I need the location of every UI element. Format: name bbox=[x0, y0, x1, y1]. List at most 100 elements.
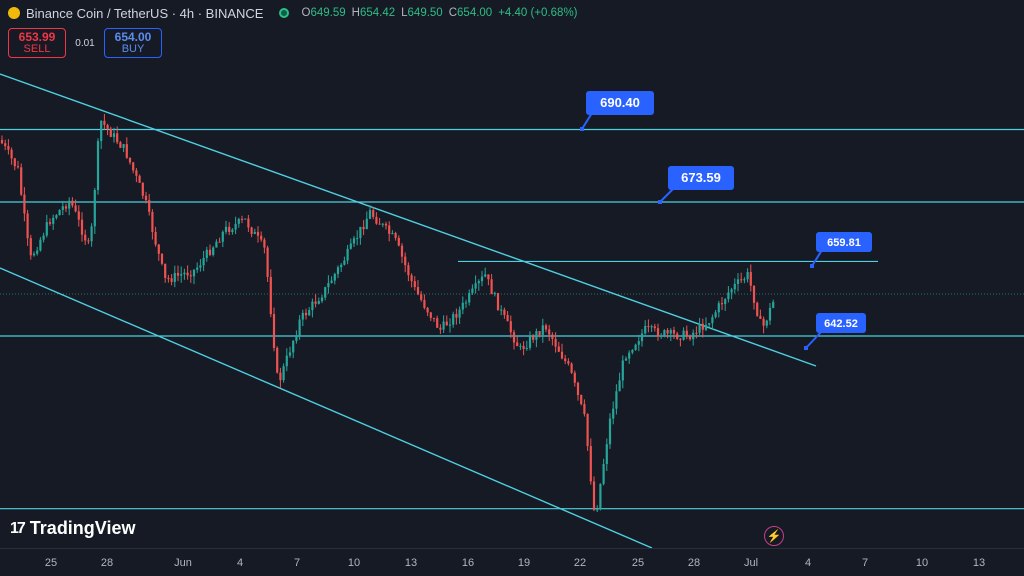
candle-body bbox=[656, 328, 660, 337]
candle-body bbox=[170, 278, 173, 282]
ohlc-open-key: O bbox=[301, 7, 311, 19]
ohlc-open-value: 649.59 bbox=[310, 7, 346, 19]
channel-lower-trendline bbox=[0, 267, 653, 549]
candle-body bbox=[525, 347, 528, 349]
candle-body bbox=[250, 227, 253, 234]
annotation-659-anchor bbox=[810, 264, 814, 268]
candle-body bbox=[106, 124, 109, 129]
candle-body bbox=[768, 307, 772, 321]
candle-body bbox=[605, 444, 608, 465]
candle-body bbox=[244, 218, 247, 220]
candle-body bbox=[512, 332, 516, 343]
annotation-659-box bbox=[816, 232, 872, 252]
annotation-690-label: 690.40 bbox=[600, 95, 640, 110]
candle-body bbox=[596, 509, 599, 511]
candle-body bbox=[692, 332, 695, 340]
ohlc-low-key: L bbox=[401, 7, 408, 19]
candle-body bbox=[186, 272, 189, 276]
candle-body bbox=[372, 210, 375, 217]
candle-body bbox=[199, 265, 202, 268]
time-axis-label: 10 bbox=[347, 557, 361, 569]
candle-body bbox=[567, 361, 570, 364]
candle-body bbox=[327, 283, 330, 288]
candle-body bbox=[682, 330, 685, 340]
candle-body bbox=[647, 325, 650, 328]
candle-body bbox=[7, 146, 10, 150]
candle-body bbox=[736, 279, 740, 284]
candle-body bbox=[621, 360, 624, 381]
candle-body bbox=[237, 218, 240, 224]
candle-body bbox=[752, 285, 756, 303]
candle-body bbox=[58, 209, 61, 216]
ohlc-low-value: 649.50 bbox=[407, 7, 443, 19]
tradingview-logo-mark: 17 bbox=[10, 519, 26, 537]
candle-body bbox=[282, 366, 285, 381]
candle-body bbox=[756, 302, 759, 316]
candle-body bbox=[522, 345, 525, 349]
candle-body bbox=[666, 330, 669, 334]
candle-body bbox=[391, 232, 394, 234]
candle-body bbox=[436, 318, 439, 328]
time-axis-label: 4 bbox=[804, 557, 812, 569]
candle-body bbox=[160, 253, 164, 264]
candle-body bbox=[429, 312, 432, 318]
candle-body bbox=[154, 231, 157, 245]
candle-body bbox=[708, 323, 711, 325]
time-axis[interactable]: 25 28 Jun 4 7 10 13 16 19 22 25 28 Jul 4 7 10 13 bbox=[0, 548, 1024, 576]
time-axis-label: 13 bbox=[972, 557, 986, 569]
candle-body bbox=[461, 302, 464, 310]
market-open-icon bbox=[279, 8, 290, 18]
candle-body bbox=[295, 335, 298, 341]
candle-body bbox=[746, 272, 749, 280]
sell-button[interactable]: 653.99 SELL bbox=[8, 28, 66, 58]
candle-body bbox=[266, 247, 269, 277]
symbol-title[interactable]: Binance Coin / TetherUS · 4h · BINANCE bbox=[26, 5, 264, 21]
candle-body bbox=[279, 372, 282, 381]
channel-upper-trendline bbox=[0, 73, 817, 367]
lightning-bolt-icon[interactable]: ⚡ bbox=[764, 526, 784, 546]
buy-button[interactable]: 654.00 BUY bbox=[104, 28, 162, 58]
candle-body bbox=[420, 294, 423, 300]
annotation-690-anchor bbox=[580, 127, 584, 131]
candle-body bbox=[205, 249, 208, 258]
candle-body bbox=[608, 418, 612, 445]
candle-body bbox=[247, 218, 250, 228]
annotation-673-anchor bbox=[658, 200, 662, 204]
candle-body bbox=[356, 238, 359, 240]
candle-body bbox=[602, 464, 605, 484]
candle-body bbox=[132, 162, 135, 171]
candle-body bbox=[580, 395, 583, 405]
candle-body bbox=[640, 333, 644, 342]
candle-body bbox=[394, 232, 397, 238]
annotation-659-label: 659.81 bbox=[827, 237, 861, 249]
candle-body bbox=[650, 326, 653, 328]
trade-panel: 653.99 SELL 0.01 654.00 BUY bbox=[8, 28, 162, 58]
candle-body bbox=[535, 331, 538, 340]
candle-body bbox=[660, 335, 663, 337]
candle-body bbox=[644, 325, 647, 334]
candle-body bbox=[4, 143, 7, 147]
chart-header: Binance Coin / TetherUS · 4h · BINANCE O… bbox=[8, 4, 578, 22]
candle-body bbox=[455, 314, 458, 318]
candle-body bbox=[228, 226, 231, 232]
candle-body bbox=[109, 128, 112, 137]
candle-body bbox=[180, 274, 183, 276]
candle-body bbox=[727, 292, 730, 300]
candle-body bbox=[208, 249, 212, 255]
candle-body bbox=[340, 264, 343, 268]
candle-body bbox=[765, 320, 768, 326]
candle-body bbox=[215, 241, 218, 248]
candle-body bbox=[368, 210, 372, 219]
candle-body bbox=[64, 206, 68, 209]
candle-body bbox=[234, 223, 237, 230]
candle-body bbox=[432, 317, 436, 319]
candle-body bbox=[426, 307, 429, 313]
annotation-673-box bbox=[668, 166, 734, 190]
candle-body bbox=[84, 234, 87, 241]
tradingview-logo[interactable]: 17 TradingView bbox=[10, 518, 136, 539]
candle-body bbox=[490, 279, 493, 295]
annotation-673-label: 673.59 bbox=[681, 170, 721, 185]
candle-body bbox=[221, 231, 224, 242]
candle-body bbox=[477, 281, 480, 284]
